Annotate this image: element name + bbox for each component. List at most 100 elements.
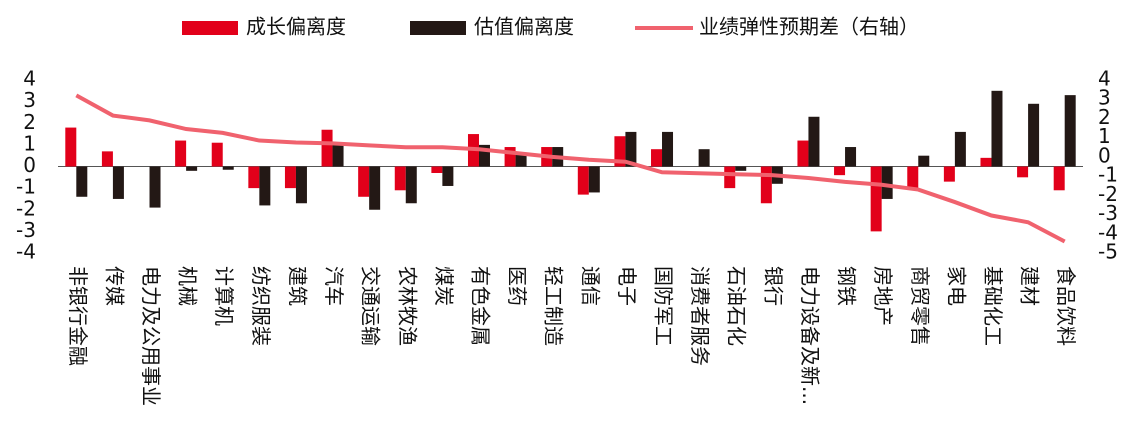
y-tick-label: 0: [23, 153, 36, 177]
y-tick-label: -1: [16, 175, 36, 199]
x-tick-label: 电力及公用事业: [139, 266, 163, 406]
bar: [248, 166, 260, 189]
bar: [394, 166, 406, 191]
y2-tick-label: 2: [1098, 105, 1111, 129]
y2-tick-label: -5: [1098, 240, 1118, 264]
bar: [222, 166, 234, 170]
bar: [797, 140, 809, 167]
x-tick-label: 钢铁: [835, 266, 859, 306]
bar: [907, 166, 919, 189]
bar: [504, 147, 516, 167]
bar: [332, 144, 344, 167]
x-tick-label: 消费者服务: [688, 266, 712, 366]
x-tick-label: 煤炭: [432, 266, 456, 306]
legend-swatch: [410, 21, 466, 35]
y2-tick-label: 0: [1098, 143, 1111, 167]
y2-tick-label: -4: [1098, 220, 1118, 244]
bar: [405, 166, 417, 204]
x-tick-label: 商贸零售: [908, 266, 932, 346]
bar: [980, 157, 992, 167]
y2-tick-label: -2: [1098, 182, 1118, 206]
bar: [991, 90, 1003, 167]
line: [75, 93, 1066, 244]
bar: [1028, 103, 1040, 167]
y-tick-label: 4: [23, 67, 36, 91]
bar: [65, 127, 77, 167]
bar: [284, 166, 296, 189]
x-tick-label: 非银行金融: [66, 266, 90, 366]
bar: [760, 166, 772, 204]
y2-tick-label: 1: [1098, 124, 1111, 148]
x-tick-label: 机械: [176, 266, 200, 306]
x-tick-label: 汽车: [322, 266, 346, 306]
bar: [186, 166, 198, 171]
bar: [918, 155, 930, 167]
x-tick-label: 电力设备及新...: [798, 266, 822, 405]
bar: [698, 149, 710, 167]
x-tick-label: 国防军工: [652, 266, 676, 346]
bar: [358, 166, 370, 197]
bar: [1064, 95, 1076, 167]
bar: [175, 140, 187, 167]
bar: [259, 166, 271, 206]
x-tick-label: 医药: [505, 266, 529, 306]
bar: [1053, 166, 1065, 191]
bar: [724, 166, 736, 189]
x-tick-label: 通信: [578, 266, 602, 306]
bar: [881, 166, 893, 199]
bar: [870, 166, 882, 232]
y-tick-label: -3: [16, 218, 36, 242]
bar: [1017, 166, 1029, 178]
bar: [625, 131, 637, 167]
y-tick-label: -2: [16, 196, 36, 220]
bar: [808, 116, 820, 167]
bar: [112, 166, 124, 199]
y2-tick-label: -1: [1098, 163, 1118, 187]
bar: [149, 166, 161, 208]
x-tick-label: 房地产: [871, 266, 895, 326]
x-tick-label: 建筑: [285, 266, 309, 306]
y-tick-label: 2: [23, 110, 36, 134]
x-tick-label: 计算机: [212, 266, 236, 326]
bar: [101, 151, 113, 167]
x-tick-label: 轻工制造: [542, 266, 566, 346]
bar: [588, 166, 600, 193]
x-tick-label: 有色金属: [468, 266, 492, 346]
bar: [76, 166, 88, 197]
bar: [431, 166, 443, 173]
x-tick-label: 纺织服装: [249, 266, 273, 346]
bar: [478, 144, 490, 167]
bar: [515, 153, 527, 167]
y-tick-label: -4: [16, 240, 36, 264]
bar: [577, 166, 589, 195]
bar: [369, 166, 381, 210]
x-tick-label: 家电: [944, 266, 968, 306]
x-tick-label: 石油石化: [725, 266, 749, 346]
bar: [211, 142, 223, 167]
legend-label: 成长偏离度: [246, 15, 346, 39]
bar: [943, 166, 955, 182]
bar: [834, 166, 846, 176]
x-tick-label: 基础化工: [981, 266, 1005, 346]
x-tick-label: 电子: [615, 266, 639, 306]
x-tick-label: 交通运输: [359, 266, 383, 346]
bar: [651, 149, 663, 167]
bar: [321, 129, 333, 167]
bar: [954, 131, 966, 167]
x-tick-label: 传媒: [102, 266, 126, 306]
bar: [845, 147, 857, 167]
x-tick-label: 银行: [761, 266, 785, 306]
bar: [735, 166, 747, 171]
y2-tick-label: -3: [1098, 201, 1118, 225]
legend-label: 估值偏离度: [474, 15, 574, 39]
x-tick-label: 食品饮料: [1054, 266, 1078, 346]
legend-label: 业绩弹性预期差（右轴）: [699, 15, 919, 39]
bar: [662, 131, 674, 167]
y2-tick-label: 4: [1098, 67, 1111, 91]
y2-tick-label: 3: [1098, 86, 1111, 110]
bar: [442, 166, 454, 186]
x-tick-label: 农林牧渔: [395, 266, 419, 346]
x-tick-label: 建材: [1018, 266, 1042, 306]
